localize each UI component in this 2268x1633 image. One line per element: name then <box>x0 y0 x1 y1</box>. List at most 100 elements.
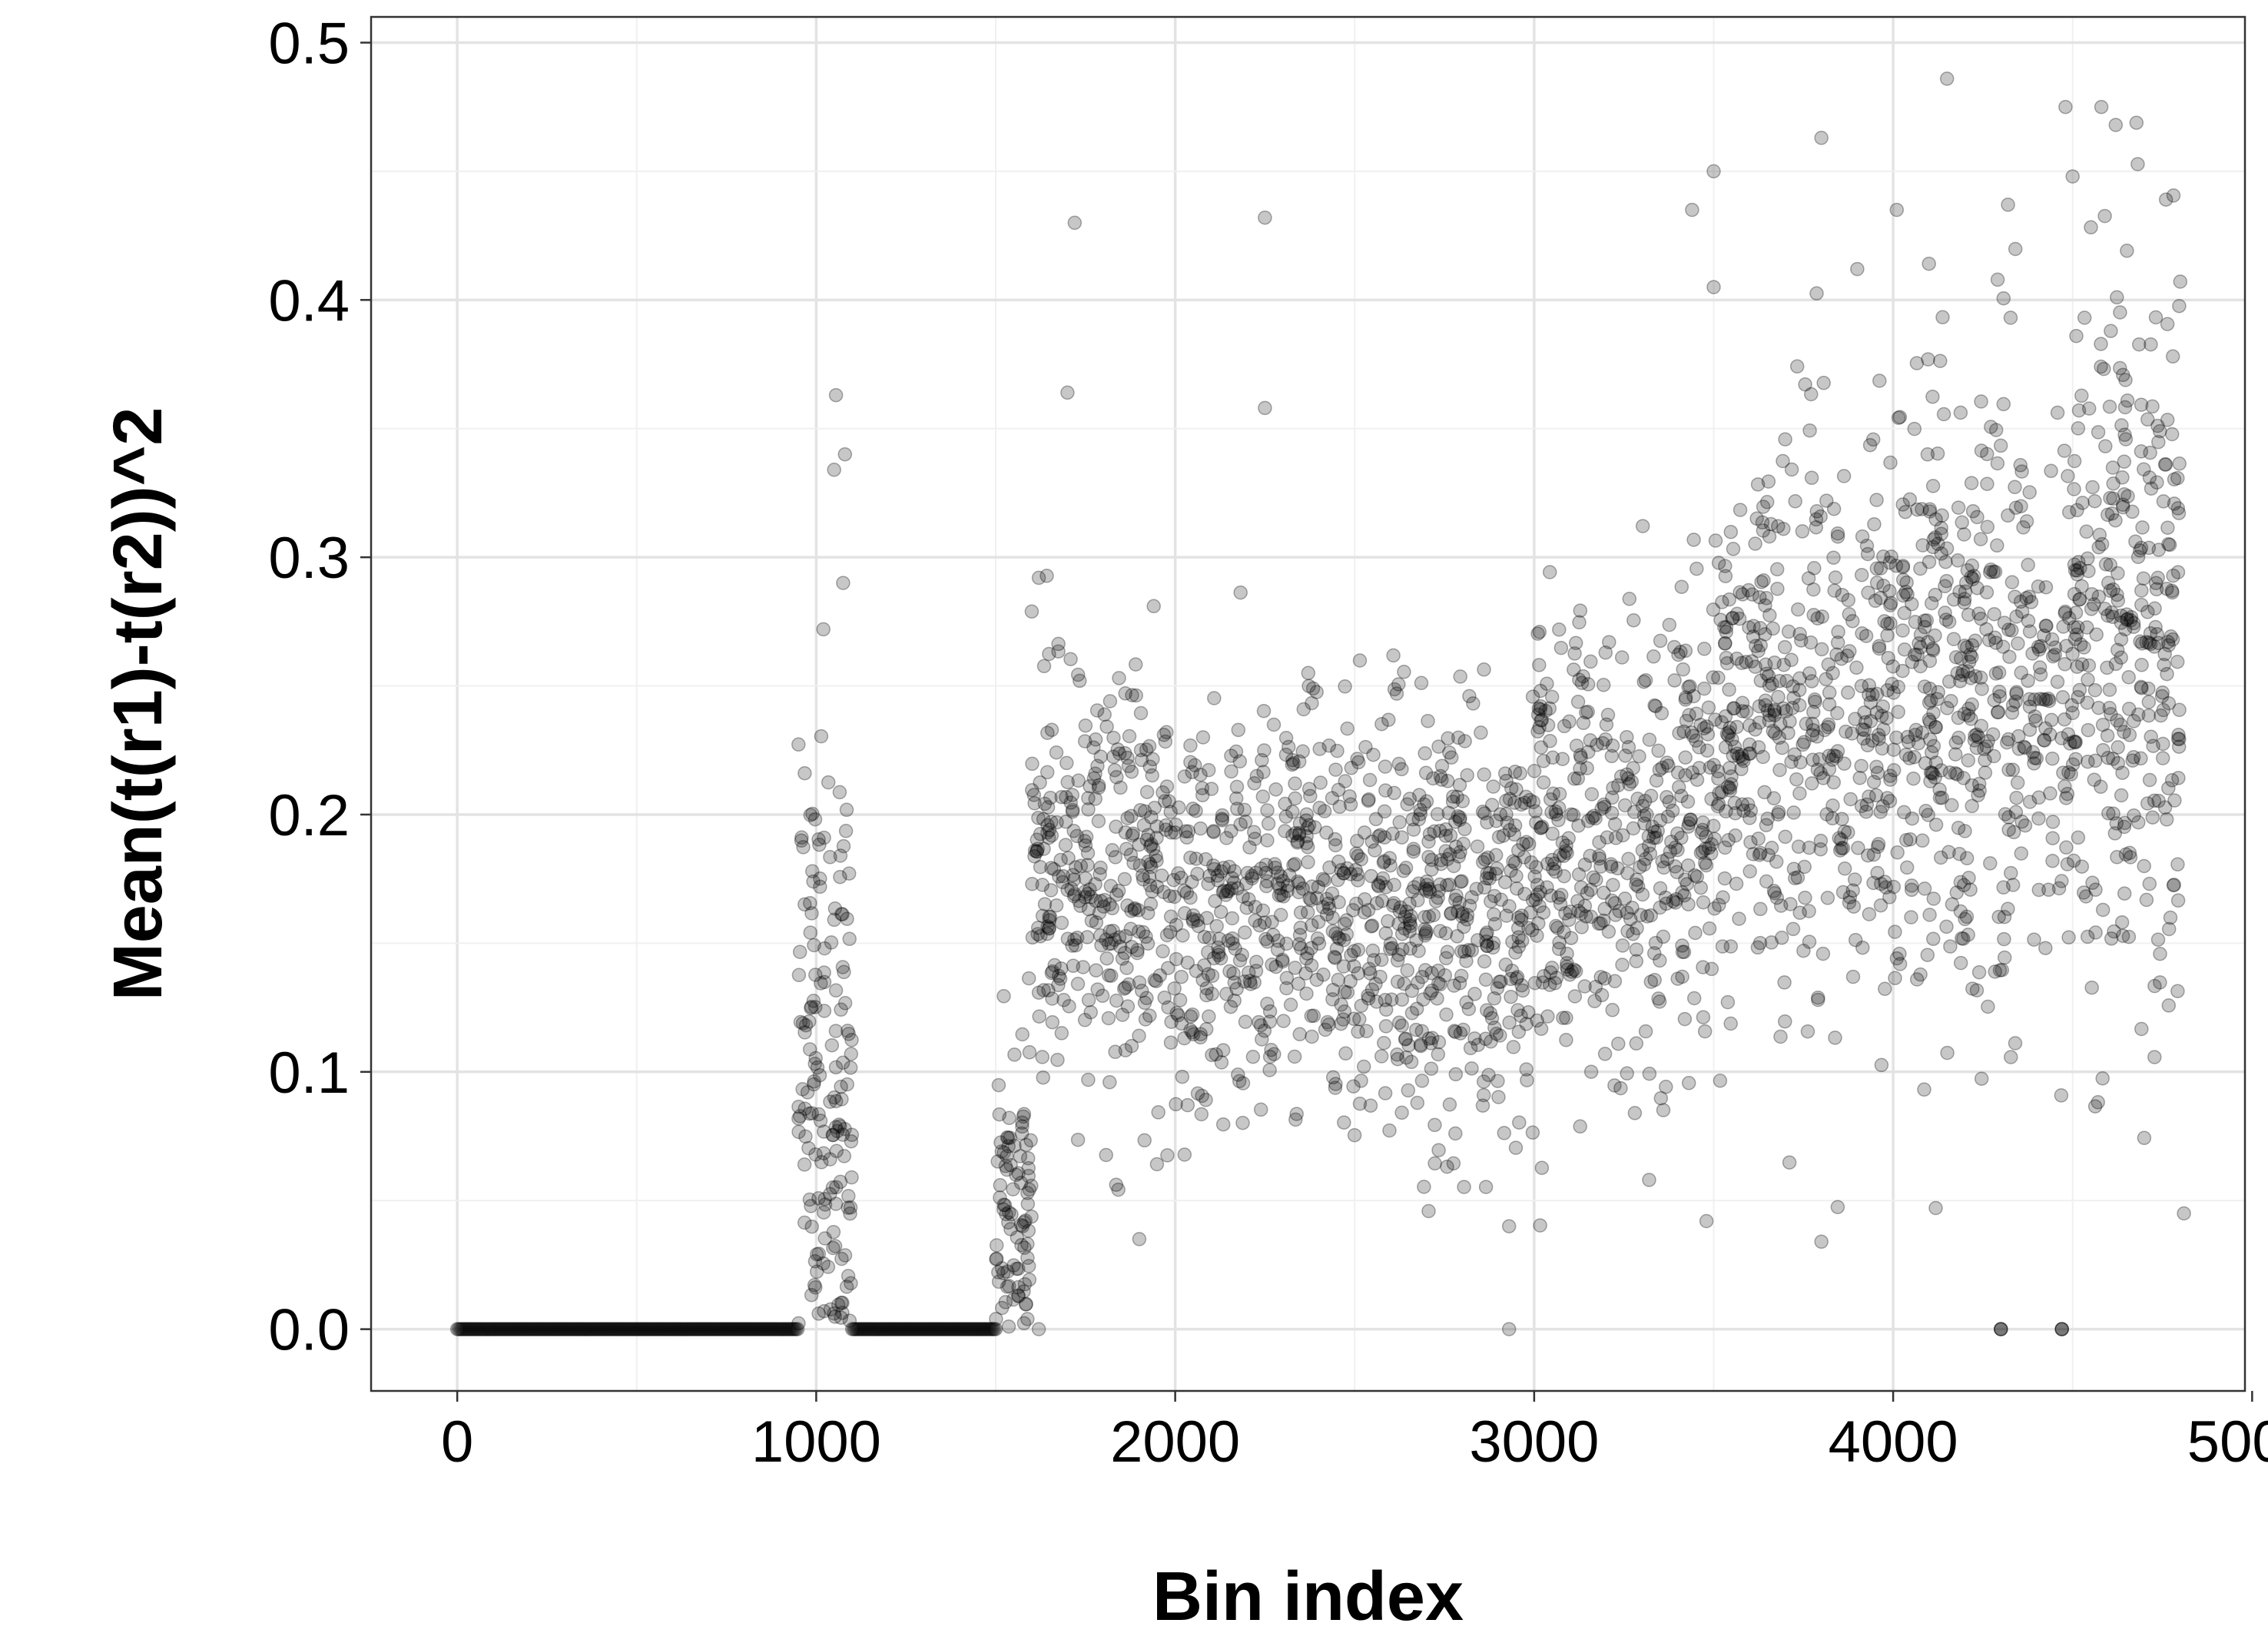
data-point <box>2142 772 2157 788</box>
data-point <box>1011 1280 1026 1295</box>
data-point <box>1997 950 2012 965</box>
data-point <box>1255 789 1271 804</box>
data-point <box>1647 698 1662 713</box>
data-point <box>1814 1234 1829 1250</box>
data-point <box>960 1322 974 1336</box>
data-point <box>1529 860 1544 875</box>
data-point <box>793 1014 808 1030</box>
data-point <box>1552 622 1567 637</box>
data-point <box>530 1322 545 1336</box>
data-point <box>1378 759 1393 774</box>
data-point <box>1069 828 1085 844</box>
data-point <box>1508 1140 1524 1155</box>
data-point <box>2095 717 2110 732</box>
data-point <box>1672 725 1686 741</box>
data-point <box>1615 938 1630 953</box>
data-point <box>1384 992 1399 1007</box>
data-point <box>792 944 807 959</box>
data-point <box>834 907 849 921</box>
data-point <box>711 1322 726 1336</box>
data-point <box>1758 657 1773 672</box>
data-point <box>922 1322 937 1336</box>
data-point <box>1751 740 1766 755</box>
data-point <box>2061 469 2075 483</box>
data-point <box>1726 542 1741 556</box>
data-point <box>1142 1008 1157 1023</box>
data-point <box>1828 570 1843 585</box>
data-point <box>605 1322 620 1336</box>
data-point <box>539 1322 554 1336</box>
data-point <box>1759 818 1774 833</box>
data-point <box>1742 811 1757 825</box>
data-point <box>1367 953 1381 968</box>
data-point <box>1920 948 1935 962</box>
data-point <box>1957 595 1971 610</box>
data-point <box>1686 991 1702 1006</box>
data-point <box>1593 970 1608 984</box>
data-point <box>841 1189 856 1203</box>
data-point <box>1021 1160 1036 1176</box>
data-point <box>1477 767 1491 782</box>
data-point <box>897 1322 911 1336</box>
data-point <box>662 1322 677 1336</box>
data-point <box>884 1322 898 1336</box>
data-point <box>525 1322 539 1336</box>
data-point <box>1662 795 1677 809</box>
data-point <box>2038 941 2053 955</box>
data-point <box>1735 587 1750 602</box>
data-point <box>1674 579 1689 594</box>
data-point <box>1557 719 1572 734</box>
data-point <box>1195 730 1211 745</box>
data-point <box>994 1144 1010 1159</box>
data-point <box>1003 1157 1018 1173</box>
data-point <box>1132 837 1146 852</box>
data-point <box>791 1124 806 1140</box>
data-point <box>1343 867 1358 881</box>
data-point <box>500 1322 515 1336</box>
data-point <box>826 1127 841 1143</box>
data-point <box>1994 1322 2008 1336</box>
data-point <box>757 1322 772 1336</box>
data-point <box>1753 901 1768 917</box>
data-point <box>1125 688 1139 702</box>
data-point <box>603 1322 618 1336</box>
data-point <box>482 1322 496 1336</box>
data-point <box>1033 859 1048 875</box>
data-point <box>2067 453 2082 469</box>
data-point <box>733 1322 748 1336</box>
data-point <box>1990 538 2004 553</box>
x-tick-label: 3000 <box>1469 1409 1599 1475</box>
data-point <box>1183 755 1198 769</box>
data-point <box>1892 957 1908 971</box>
data-point <box>1510 1003 1525 1017</box>
data-point <box>580 1322 595 1336</box>
data-point <box>827 1306 841 1321</box>
data-point <box>1681 1076 1696 1090</box>
data-point <box>1431 963 1446 978</box>
data-point <box>1935 310 1950 325</box>
data-point <box>2110 642 2125 658</box>
data-point <box>1378 1019 1394 1034</box>
data-point <box>471 1322 486 1336</box>
data-point <box>1530 1013 1544 1028</box>
data-point <box>2120 393 2135 408</box>
data-point <box>920 1322 936 1336</box>
data-point <box>1183 850 1198 865</box>
data-point <box>1571 867 1587 882</box>
data-point <box>1971 964 1987 980</box>
data-point <box>1050 1052 1065 1067</box>
data-point <box>1802 840 1817 855</box>
data-point <box>717 1322 732 1336</box>
y-tick-label: 0.4 <box>268 268 350 334</box>
data-point <box>2021 557 2035 573</box>
data-point <box>1991 665 2007 680</box>
data-point <box>828 1060 844 1075</box>
data-point <box>636 1322 652 1336</box>
data-point <box>2055 690 2071 705</box>
data-point <box>1996 290 2011 306</box>
data-point <box>811 1306 826 1321</box>
data-point <box>840 1077 854 1092</box>
data-point <box>824 1037 840 1053</box>
data-point <box>1553 888 1569 902</box>
data-point <box>1711 556 1726 570</box>
